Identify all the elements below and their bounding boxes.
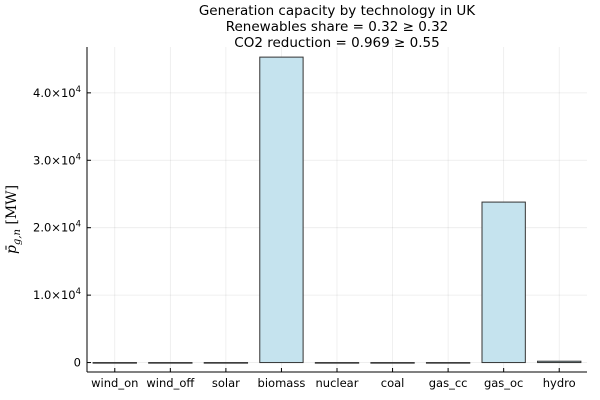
- bar-wind_on: [92, 362, 137, 364]
- x-tick-label-gas_cc: gas_cc: [429, 376, 468, 390]
- y-tick-label: 3.0×104: [33, 152, 81, 167]
- y-axis-label: p̄g,n [MW]: [4, 185, 23, 254]
- x-tick-label-biomass: biomass: [258, 376, 306, 390]
- bar-gas_oc: [481, 201, 526, 364]
- y-tick-label: 4.0×104: [33, 85, 81, 100]
- bar-gas_cc: [425, 362, 471, 364]
- x-tick-labels: wind_on wind_off solar biomass nuclear coal ga…: [91, 376, 576, 390]
- title-line-2: Renewables share = 0.32 ≥ 0.32: [226, 19, 449, 35]
- y-tick-label: 2.0×104: [33, 220, 81, 235]
- bar-nuclear: [314, 362, 360, 364]
- x-tick-label-gas_oc: gas_oc: [484, 376, 523, 390]
- bar-coal: [370, 362, 415, 364]
- title-line-1: Generation capacity by technology in UK: [199, 3, 476, 19]
- y-tick-label: 1.0×104: [33, 287, 81, 302]
- x-tick-label-hydro: hydro: [543, 376, 576, 390]
- y-tick-labels: 0 1.0×104 2.0×104 3.0×104 4.0×104: [33, 85, 81, 370]
- x-tick-label-wind_on: wind_on: [91, 376, 138, 390]
- bar-biomass: [259, 56, 304, 364]
- bar-wind_off: [148, 362, 193, 364]
- axes: [86, 47, 587, 373]
- x-tick-label-wind_off: wind_off: [146, 376, 195, 390]
- bar-solar: [203, 362, 249, 364]
- chart-title: Generation capacity by technology in UK …: [199, 3, 476, 51]
- y-tick-label: 0: [74, 356, 81, 370]
- bar-hydro: [537, 360, 582, 364]
- title-line-3: CO2 reduction = 0.969 ≥ 0.55: [234, 35, 439, 51]
- bars: [92, 56, 582, 364]
- x-tick-label-solar: solar: [212, 376, 240, 390]
- x-tick-label-coal: coal: [381, 376, 405, 390]
- x-tick-label-nuclear: nuclear: [316, 376, 359, 390]
